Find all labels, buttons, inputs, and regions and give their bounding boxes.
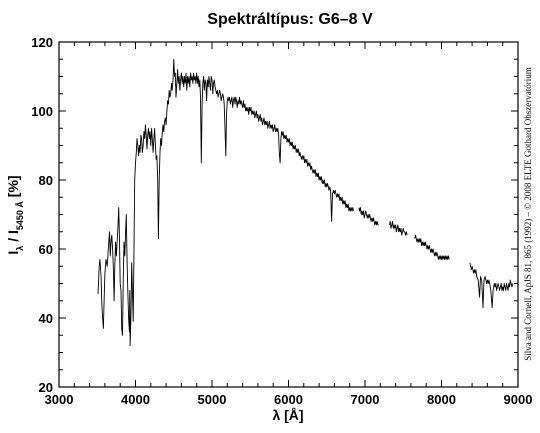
y-label-main: I (5, 251, 21, 255)
y-tick-label: 100 (31, 104, 53, 119)
x-tick-label: 5000 (198, 392, 227, 407)
chart-title: Spektráltípus: G6–8 V (207, 11, 373, 28)
y-tick-label: 60 (39, 242, 53, 257)
source-credit: Silva and Cornell, ApJS 81, 865 (1992) –… (523, 67, 533, 360)
y-tick-label: 80 (39, 173, 53, 188)
plot-frame (58, 41, 519, 388)
y-label-sub2: 5450 Å (15, 201, 25, 231)
spectrum-segment-3 (389, 220, 408, 236)
spectrum-segment-2 (358, 207, 379, 226)
spectrum-series (97, 58, 514, 347)
x-tick-label: 8000 (427, 392, 456, 407)
x-axis-label: λ [Å] (272, 407, 303, 423)
y-label-sub1: λ (15, 246, 25, 251)
y-axis-ticks: 20 40 60 80 100 120 (31, 35, 518, 395)
x-tick-label: 9000 (504, 392, 533, 407)
y-label-tail: [%] (5, 175, 21, 201)
spectrum-segment-5 (469, 262, 514, 309)
y-tick-label: 120 (31, 35, 53, 50)
y-tick-label: 20 (39, 380, 53, 395)
y-tick-label: 40 (39, 311, 53, 326)
x-tick-label: 4000 (121, 392, 150, 407)
y-label-mid: / I (5, 230, 21, 246)
spectrum-segment-1 (97, 58, 354, 347)
spectrum-segment-4 (414, 234, 450, 260)
x-tick-label: 3000 (45, 392, 74, 407)
y-axis-label: Iλ / I5450 Å [%] (5, 175, 25, 254)
x-tick-label: 6000 (274, 392, 303, 407)
x-tick-label: 7000 (351, 392, 380, 407)
x-axis-ticks: 3000 4000 5000 6000 7000 8000 9000 (45, 42, 533, 407)
